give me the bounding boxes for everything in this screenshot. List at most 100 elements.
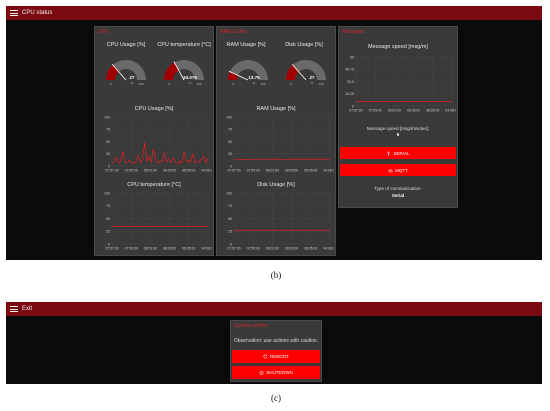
y-tick-label: 50 [228,140,232,144]
gauge-fill [164,62,179,80]
y-tick-label: 50 [106,217,110,221]
x-tick-label: 07:59:00 [125,169,138,173]
y-tick-label: 25 [106,230,110,234]
gauge-label-cpu-usage: CPU Usage [%] [106,42,146,48]
x-tick-label: 04:08:00 [323,169,334,173]
y-tick-label: 75 [228,128,232,132]
gauge-value: 13.75 [248,75,260,80]
y-tick-label: 50 [106,140,110,144]
x-tick-label: 08:05:00 [426,109,439,113]
x-tick-label: 08:01:00 [388,109,401,113]
gauge-min-label: 0 [110,82,112,86]
serial-button[interactable]: SERIAL [340,147,456,159]
x-tick-label: 07:57:00 [105,247,118,251]
usb-icon [387,150,391,156]
gauge-needle [291,63,307,81]
series-line [112,225,208,227]
y-tick-label: 25 [106,152,110,156]
ram-usage-gauge: 13.75% 0 100 [228,60,268,86]
y-tick-label: 25 [228,230,232,234]
x-tick-label: 08:01:00 [144,169,157,173]
dashboard-b: CPU RAM & Disk Messages CPU Usage [%] CP… [6,20,542,260]
x-tick-label: 04:08:00 [201,169,212,173]
disk-usage-chart: 100 75 50 25 007:57:00 07:59:00 08:01:00 08:03:… [226,191,334,251]
x-tick-label: 08:05:00 [182,169,195,173]
gauge-unit: % [131,81,134,85]
router-icon [388,168,393,172]
y-tick-label: 0 [352,104,354,108]
x-tick-label: 07:57:00 [105,169,118,173]
gauge-label-ram-usage: RAM Usage [%] [226,42,266,48]
x-tick-label: 08:03:00 [285,169,298,173]
x-tick-label: 07:57:00 [227,247,240,251]
header-title: Exit [22,306,33,312]
ram-usage-chart: 100 75 50 25 007:57:00 07:59:00 08:01:00 08:03:… [226,115,334,173]
gauge-max-label: 100 [318,82,323,86]
cpu-status-header: CPU status [6,6,542,20]
x-tick-label: 04:08:00 [323,247,334,251]
y-tick-label: 100 [226,115,232,119]
x-tick-label: 07:57:00 [227,169,240,173]
hamburger-menu-icon[interactable] [10,306,18,312]
power-icon [259,370,264,375]
gauge-unit: % [311,81,314,85]
y-tick-label: 100 [104,115,110,119]
messages-group: Messages [338,26,458,208]
gauge-max-label: 100 [196,82,201,86]
x-tick-label: 08:03:00 [163,247,176,251]
y-tick-label: 100 [226,191,232,195]
hamburger-menu-icon[interactable] [10,10,18,16]
x-tick-label: 04:08:00 [445,109,456,113]
system-actions-title: System actions [234,323,268,329]
y-tick-label: 48.75 [345,68,354,72]
shutdown-button-label: SHUTDOWN [266,370,293,375]
gauge-label-disk-usage: Disk Usage [%] [285,42,323,48]
dashboard-c: System actions Observation: use actions … [6,316,542,384]
series-line [111,142,209,164]
comm-type-value: Serial [391,193,405,198]
x-tick-label: 08:05:00 [304,169,317,173]
gauge-fill [228,71,239,80]
gauge-needle [173,61,185,81]
gauge-unit: % [253,81,256,85]
y-tick-label: 100 [104,191,110,195]
cpu-usage-gauge: 27% 0 100 [106,60,146,86]
x-tick-label: 08:03:00 [407,109,420,113]
y-tick-label: 65 [350,55,354,59]
y-tick-label: 16.25 [345,92,354,96]
gauge-min-label: 0 [168,82,170,86]
x-tick-label: 07:59:00 [369,109,382,113]
shutdown-button[interactable]: SHUTDOWN [232,366,320,379]
ram-disk-group-title: RAM & Disk [220,29,247,35]
gauge-value: 27 [129,75,135,80]
message-speed-value: 6 [396,132,400,137]
chart-title-cpu-temperature: CPU temperature [°C] [127,182,181,188]
cpu-group-title: CPU [98,29,109,35]
y-tick-label: 25 [228,152,232,156]
x-tick-label: 08:05:00 [304,247,317,251]
x-tick-label: 08:01:00 [266,247,279,251]
gauge-value: 34.076 [183,75,197,80]
caption-c: (c) [271,393,281,403]
chart-title-disk-usage: Disk Usage [%] [257,182,295,188]
chart-title-message-speed: Message speed [msg/m] [368,44,428,50]
messages-group-title: Messages [342,29,365,35]
gauge-max-label: 100 [260,82,265,86]
x-tick-label: 08:03:00 [163,169,176,173]
caption-b: (b) [270,270,282,280]
x-tick-label: 07:59:00 [125,247,138,251]
mqtt-button[interactable]: MQTT [340,164,456,176]
x-tick-label: 07:59:00 [247,169,260,173]
gauge-fill [286,64,299,80]
y-tick-label: 75 [106,128,110,132]
x-tick-label: 08:05:00 [182,247,195,251]
mqtt-button-label: MQTT [395,167,408,173]
chart-title-cpu-usage: CPU Usage [%] [134,106,174,112]
x-tick-label: 04:08:00 [201,247,212,251]
gauge-max-label: 100 [138,82,143,86]
gauge-label-cpu-temperature: CPU temperature [°C] [157,42,211,48]
gauge-fill [106,64,119,80]
gauge-unit: °C [188,81,192,85]
y-tick-label: 50 [228,217,232,221]
reboot-button[interactable]: REBOOT [232,350,320,363]
